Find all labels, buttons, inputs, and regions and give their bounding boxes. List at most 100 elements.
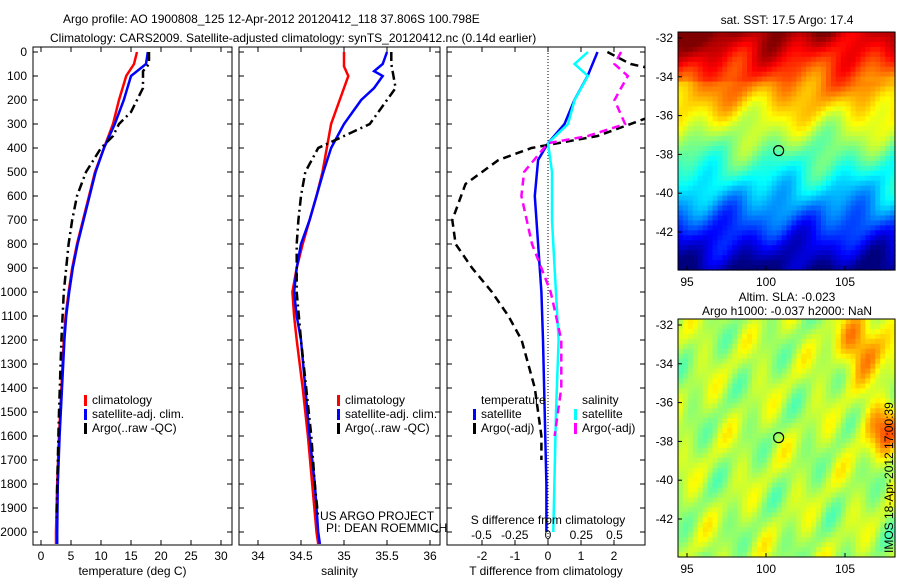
map-cell	[712, 37, 718, 43]
map-cell	[821, 255, 827, 261]
map-cell	[835, 61, 842, 68]
map-cell	[707, 358, 714, 365]
map-cell	[845, 210, 852, 217]
map-cell	[678, 353, 684, 360]
map-cell	[697, 487, 704, 494]
map-cell	[885, 121, 891, 127]
map-cell	[727, 328, 733, 335]
map-cell	[697, 32, 704, 38]
map-cell	[727, 180, 733, 187]
map-cell	[737, 368, 743, 375]
map-cell	[717, 388, 723, 394]
map-cell	[811, 358, 817, 365]
map-cell	[722, 512, 728, 518]
map-cell	[692, 131, 699, 137]
map-cell	[786, 46, 792, 53]
map-cell	[776, 121, 783, 127]
map-cell	[796, 472, 802, 479]
y-tick-label: 0	[20, 45, 27, 59]
map-cell	[732, 398, 738, 404]
map-cell	[752, 388, 758, 394]
map-cell	[816, 215, 822, 222]
map-cell	[687, 180, 694, 187]
map-cell	[835, 81, 842, 88]
map-cell	[717, 438, 723, 444]
map-cell	[702, 156, 709, 162]
map-cell	[687, 195, 694, 202]
x-tick-label: 0	[545, 549, 552, 563]
map-cell	[702, 165, 709, 172]
map-cell	[722, 457, 728, 464]
map-cell	[875, 358, 881, 365]
map-cell	[830, 121, 837, 127]
map-cell	[742, 507, 748, 513]
map-cell	[830, 328, 837, 335]
map-cell	[865, 423, 871, 429]
map-cell	[845, 205, 852, 212]
map-cell	[752, 512, 758, 518]
map-cell	[702, 487, 709, 494]
map-cell	[791, 195, 797, 202]
x-tick-label: 5	[68, 549, 75, 563]
map-cell	[806, 393, 812, 399]
map-cell	[791, 126, 797, 132]
map-cell	[687, 373, 694, 380]
map-cell	[806, 324, 812, 330]
map-cell	[860, 512, 866, 518]
map-cell	[776, 136, 783, 142]
map-cell	[830, 260, 837, 266]
map-cell	[727, 91, 733, 98]
map-cell	[732, 71, 738, 78]
map-cell	[796, 393, 802, 399]
x-tick-label: 25	[184, 549, 198, 563]
map-cell	[761, 126, 768, 132]
map-cell	[791, 215, 797, 222]
map-cell	[781, 452, 788, 459]
map-cell	[678, 348, 684, 355]
map-cell	[821, 447, 827, 454]
map-cell	[855, 41, 861, 48]
map-cell	[865, 81, 871, 88]
map-cell	[875, 96, 881, 103]
map-cell	[682, 542, 689, 548]
map-cell	[880, 552, 886, 558]
map-cell	[816, 76, 822, 83]
map-cell	[796, 517, 802, 523]
map-cell	[722, 205, 728, 212]
map-cell	[742, 32, 748, 38]
legend-title-salinity: salinity	[582, 393, 619, 407]
map-cell	[776, 532, 783, 538]
map-cell	[850, 512, 857, 518]
map-cell	[747, 423, 753, 429]
map-cell	[732, 141, 738, 147]
map-cell	[776, 86, 783, 93]
map-cell	[727, 56, 733, 63]
map-cell	[875, 398, 881, 404]
map-cell	[732, 507, 738, 513]
map-cell	[791, 492, 797, 499]
map-cell	[707, 230, 714, 236]
map-cell	[875, 438, 881, 444]
map-cell	[717, 61, 723, 68]
map-cell	[806, 537, 812, 543]
map-cell	[697, 438, 704, 444]
map-cell	[781, 388, 788, 394]
map-cell	[717, 343, 723, 350]
map-cell	[717, 403, 723, 409]
map-cell	[811, 265, 817, 271]
map-cell	[712, 51, 718, 58]
map-cell	[860, 151, 866, 157]
map-cell	[850, 215, 857, 222]
map-cell	[747, 447, 753, 454]
map-cell	[781, 66, 788, 73]
map-cell	[821, 96, 827, 103]
map-cell	[737, 210, 743, 217]
map-cell	[801, 423, 807, 429]
map-cell	[880, 225, 886, 231]
map-cell	[776, 552, 783, 558]
map-cell	[786, 383, 792, 390]
map-cell	[796, 492, 802, 499]
map-cell	[766, 363, 773, 370]
map-cell	[692, 146, 699, 152]
map-cell	[791, 225, 797, 231]
